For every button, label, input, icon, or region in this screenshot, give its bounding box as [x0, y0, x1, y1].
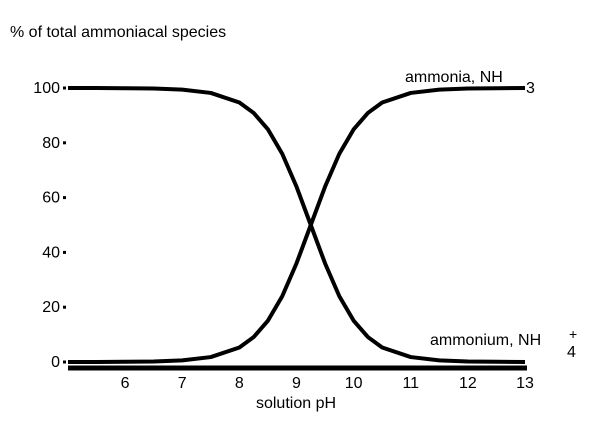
y-tick-mark-40 [63, 250, 66, 254]
series-line-ammonia [68, 86, 526, 364]
y-axis-ticks: 0 20 40 60 80 100 [33, 80, 66, 371]
series-labels: ammonia, NH 3 ammonium, NH 4 + [405, 69, 577, 361]
series-label-ammonia-subscript: 3 [526, 80, 535, 97]
y-tick-label-40: 40 [42, 244, 60, 261]
series-label-ammonium-subscript: 4 [567, 344, 576, 361]
x-axis-ticks: 6 7 8 9 10 11 12 13 [121, 375, 534, 392]
chart-title: % of total ammoniacal species [10, 24, 226, 41]
x-tick-label-10: 10 [345, 375, 363, 392]
y-tick-mark-0 [63, 360, 66, 364]
y-tick-label-100: 100 [33, 80, 60, 97]
series-label-ammonium-charge: + [569, 326, 577, 342]
x-tick-label-11: 11 [402, 375, 419, 392]
x-tick-label-7: 7 [178, 375, 187, 392]
y-tick-label-60: 60 [42, 190, 60, 207]
x-tick-label-9: 9 [292, 375, 301, 392]
y-tick-mark-20 [63, 305, 66, 309]
x-tick-label-12: 12 [459, 375, 477, 392]
series-label-ammonia: ammonia, NH [405, 69, 503, 86]
y-tick-mark-60 [63, 196, 66, 200]
y-tick-label-80: 80 [42, 135, 60, 152]
x-tick-label-13: 13 [516, 375, 534, 392]
series-label-ammonium: ammonium, NH [430, 332, 541, 349]
y-tick-label-20: 20 [42, 299, 60, 316]
y-tick-mark-100 [63, 86, 66, 90]
y-tick-label-0: 0 [51, 354, 60, 371]
x-axis-label: solution pH [256, 395, 336, 412]
series-group [68, 86, 526, 364]
x-tick-label-8: 8 [235, 375, 244, 392]
x-tick-label-6: 6 [121, 375, 130, 392]
series-line-ammonium [68, 86, 526, 364]
y-tick-mark-80 [63, 141, 66, 145]
